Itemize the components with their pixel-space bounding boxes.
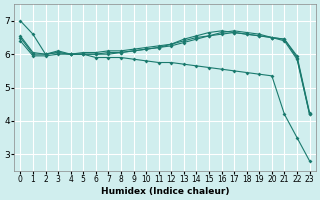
X-axis label: Humidex (Indice chaleur): Humidex (Indice chaleur) bbox=[101, 187, 229, 196]
